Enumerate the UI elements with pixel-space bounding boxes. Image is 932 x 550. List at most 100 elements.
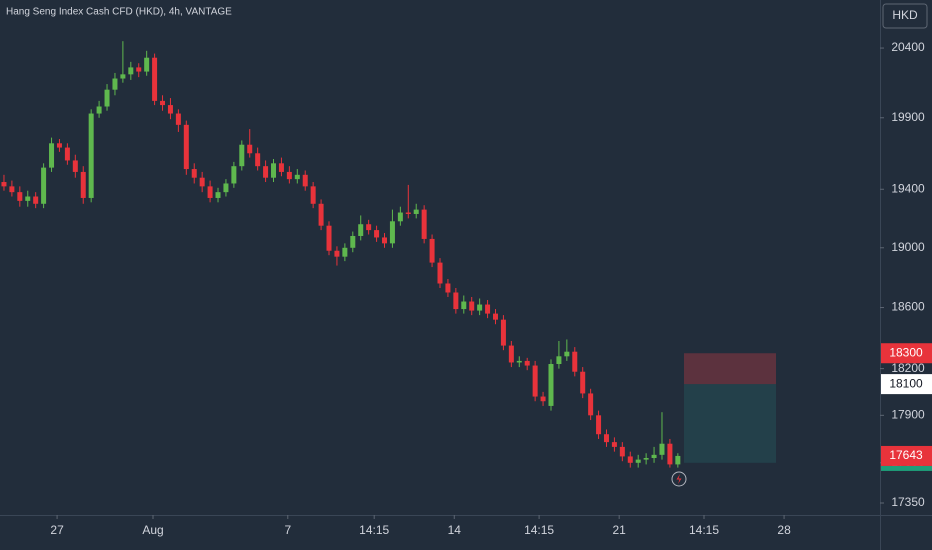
candle-body (532, 365, 538, 397)
candle-body (175, 113, 181, 125)
candle-body (421, 209, 427, 239)
candle-body (9, 186, 15, 193)
candle-body (56, 143, 62, 148)
candle-body (413, 209, 419, 214)
alert-icon-bolt[interactable] (676, 474, 682, 484)
candle-body (271, 163, 277, 178)
candle-body (564, 351, 570, 357)
currency-button[interactable]: HKD (882, 3, 928, 29)
y-tick-label: 19400 (891, 181, 925, 195)
candle-body (199, 177, 205, 187)
candle-body (389, 221, 395, 244)
candle-body (310, 186, 316, 204)
candle-body (429, 238, 435, 263)
candle-body (231, 166, 237, 184)
candle-body (548, 364, 554, 406)
candle-body (469, 301, 475, 311)
candle-body (627, 456, 633, 463)
stop-zone (684, 353, 776, 385)
candle-body (278, 163, 284, 172)
candle-body (25, 196, 31, 201)
candle-body (64, 147, 70, 161)
candle-body (33, 196, 39, 204)
candle-body (603, 434, 609, 443)
candle-body (223, 183, 229, 193)
entry-price-badge-bg (881, 374, 932, 395)
candle-body (334, 250, 340, 257)
candle-body (651, 454, 657, 459)
candle-body (96, 106, 102, 114)
candle-body (80, 171, 86, 198)
stop-price-badge: 18300 (889, 345, 923, 359)
candle-body (611, 442, 617, 447)
candle-body (580, 371, 586, 394)
candle-body (667, 443, 673, 465)
candle-body (445, 283, 451, 293)
candle-body (17, 192, 23, 201)
candle-body (286, 171, 292, 180)
candle-body (255, 153, 261, 167)
alert-icon[interactable] (671, 471, 687, 487)
x-tick-label: 14:15 (524, 523, 554, 537)
candle-body (326, 225, 332, 251)
candle-body (183, 124, 189, 170)
x-tick-label: 21 (612, 523, 626, 537)
candle-body (643, 458, 649, 460)
x-tick-label: 27 (50, 523, 64, 537)
candle-body (302, 174, 308, 187)
y-tick-label: 18200 (891, 361, 925, 375)
entry-price-badge: 18100 (889, 376, 923, 390)
candle-body (104, 89, 110, 107)
x-tick-label: 14:15 (359, 523, 389, 537)
candle-body (453, 292, 459, 310)
candle-body (516, 360, 522, 363)
candle-body (485, 304, 491, 314)
candle-body (72, 160, 78, 172)
candle-body (461, 301, 467, 310)
last-price-badge-bg (881, 445, 932, 466)
stop-price-badge-bg (881, 343, 932, 364)
y-tick-label: 19900 (891, 110, 925, 124)
candle-body (318, 203, 324, 226)
candle-body (247, 144, 253, 154)
candle-body (152, 57, 158, 101)
plot-area (1, 41, 776, 468)
candle-body (619, 446, 625, 457)
candle-body (477, 304, 483, 311)
candle-body (239, 144, 245, 167)
candle-body (120, 74, 126, 79)
y-tick-label: 17350 (891, 495, 925, 509)
candle-body (437, 262, 443, 284)
candle-body (572, 351, 578, 372)
x-tick-label: 28 (777, 523, 791, 537)
candle-body (207, 186, 213, 198)
candle-body (556, 356, 562, 365)
candle-body (342, 247, 348, 257)
candle-body (128, 67, 134, 75)
last-price-badge: 17643 (889, 448, 923, 462)
candle-body (405, 212, 411, 214)
candle-body (167, 105, 173, 114)
currency-button-frame[interactable] (882, 3, 928, 29)
candle-body (596, 415, 602, 435)
candle-body (160, 100, 166, 106)
target-zone (684, 384, 776, 463)
candle-body (397, 212, 403, 222)
candle-body (49, 143, 55, 168)
candle-body (366, 224, 372, 231)
currency-label[interactable]: HKD (892, 8, 918, 22)
candle-body (88, 113, 94, 198)
candle-body (675, 455, 681, 465)
x-tick-label: 14 (448, 523, 462, 537)
y-tick-label: 19000 (891, 240, 925, 254)
y-tick-label: 20400 (891, 40, 925, 54)
x-tick-label: Aug (142, 523, 163, 537)
candle-body (41, 167, 47, 204)
candle-body (659, 443, 665, 455)
last-price-strip (881, 465, 932, 471)
candle-body (263, 166, 269, 178)
candle-body (500, 319, 506, 346)
candle-body (112, 78, 118, 90)
